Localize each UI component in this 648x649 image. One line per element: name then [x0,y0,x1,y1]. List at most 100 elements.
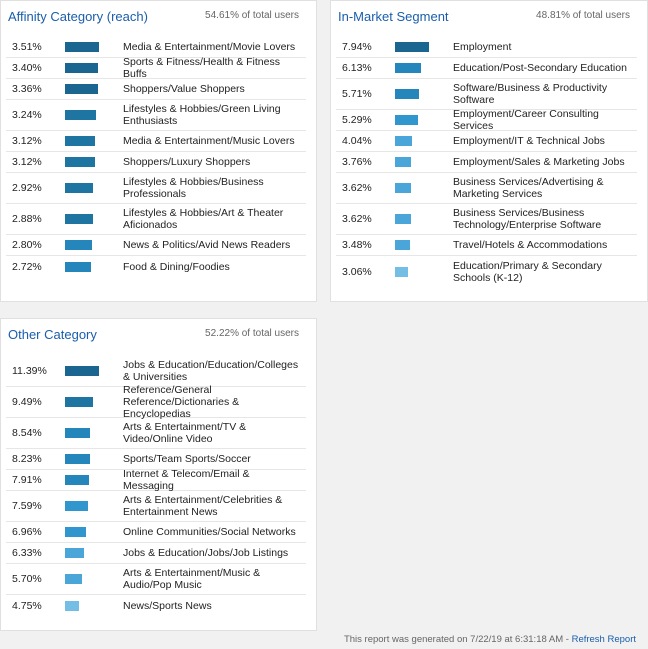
list-item: 2.92% Lifestyles & Hobbies/Business Profe… [6,173,306,204]
row-bar [395,266,408,277]
row-label: Employment/Sales & Marketing Jobs [453,156,625,168]
row-label: Sports & Fitness/Health & Fitness Buffs [123,56,280,80]
row-bar [65,84,98,94]
row-label: Media & Entertainment/Music Lovers [123,135,295,147]
list-item: 7.91% Internet & Telecom/Email & Messagin… [6,468,306,492]
row-bar [65,527,86,537]
in-market-segment-rows: 7.94% Employment 6.13% Education/Post-Secon… [336,37,637,287]
list-item: 3.51% Media & Entertainment/Movie Lovers [6,37,306,58]
list-item: 5.71% Software/Business & Productivity So… [336,79,637,110]
affinity-category-rows: 3.51% Media & Entertainment/Movie Lovers 3… [6,37,306,277]
row-bar-cell [65,240,123,250]
list-item: 4.04% Employment/IT & Technical Jobs [336,131,637,152]
list-item: 3.62% Business Services/Advertising & Mar… [336,173,637,204]
row-bar [65,63,98,73]
row-percentage: 5.71% [342,88,372,100]
row-percentage: 3.06% [342,265,372,278]
row-bar-cell [65,574,123,584]
row-bar-cell [395,266,453,277]
row-label: Online Communities/Social Networks [123,526,296,538]
list-item: 6.33% Jobs & Education/Jobs/Job Listings [6,543,306,564]
list-item: 8.54% Arts & Entertainment/TV & Video/Onl… [6,418,306,449]
row-bar [65,548,84,558]
row-bar [65,183,93,193]
row-percentage: 2.80% [12,239,42,251]
row-percentage: 6.96% [12,526,42,538]
row-bar-cell [65,84,123,94]
list-item: 2.80% News & Politics/Avid News Readers [6,235,306,256]
other-total-users: 52.22% of total users [205,328,299,339]
row-label: Travel/Hotels & Accommodations [453,239,608,251]
row-percentage: 7.59% [12,500,42,512]
row-percentage: 3.76% [342,156,372,168]
row-label: Employment/Career Consulting Services [453,108,599,132]
row-bar-cell [65,42,123,52]
row-percentage: 3.24% [12,109,42,121]
row-bar-cell [65,183,123,193]
row-percentage: 4.75% [12,599,42,612]
other-category-title[interactable]: Other Category [8,327,97,342]
affinity-category-title[interactable]: Affinity Category (reach) [8,9,148,24]
affinity-total-users: 54.61% of total users [205,10,299,21]
row-label: Education/Primary & Secondary Schools (K… [453,259,602,284]
row-percentage: 3.62% [342,213,372,225]
list-item: 3.06% Education/Primary & Secondary Schoo… [336,256,637,287]
refresh-report-link[interactable]: Refresh Report [571,634,636,645]
row-percentage: 5.70% [12,573,42,585]
row-label: Software/Business & Productivity Softwar… [453,82,608,106]
row-label: Food & Dining/Foodies [123,260,230,273]
row-bar-cell [65,475,123,485]
row-bar-cell [65,600,123,611]
row-label: Employment/IT & Technical Jobs [453,135,605,147]
list-item: 3.40% Sports & Fitness/Health & Fitness B… [6,56,306,80]
row-bar-cell [65,397,123,407]
affinity-category-card: Affinity Category (reach) 54.61% of tota… [0,0,317,302]
row-bar [65,454,90,464]
report-generated-text: This report was generated on 7/22/19 at … [343,634,572,645]
row-label: Business Services/Business Technology/En… [453,207,602,231]
list-item: 3.48% Travel/Hotels & Accommodations [336,235,637,256]
list-item: 5.70% Arts & Entertainment/Music & Audio/… [6,564,306,595]
row-bar [395,240,410,250]
row-bar-cell [395,89,453,99]
row-bar [65,214,93,224]
row-bar [395,183,411,193]
row-percentage: 9.49% [12,396,42,408]
row-bar [65,501,88,511]
row-percentage: 6.13% [342,62,372,74]
row-bar-cell [395,136,453,146]
row-label: Shoppers/Luxury Shoppers [123,156,251,168]
row-bar [395,89,419,99]
row-label: Lifestyles & Hobbies/Art & Theater Afici… [123,207,284,231]
list-item: 2.88% Lifestyles & Hobbies/Art & Theater … [6,204,306,235]
row-percentage: 3.40% [12,62,42,74]
row-bar-cell [65,136,123,146]
row-bar-cell [65,366,123,376]
list-item: 4.75% News/Sports News [6,595,306,616]
row-bar [395,214,411,224]
in-market-segment-card: In-Market Segment 48.81% of total users … [330,0,648,302]
other-category-card: Other Category 52.22% of total users 11.… [0,318,317,631]
list-item: 8.23% Sports/Team Sports/Soccer [6,449,306,470]
row-percentage: 2.88% [12,213,42,225]
row-label: Sports/Team Sports/Soccer [123,453,251,465]
row-label: Lifestyles & Hobbies/Green Living Enthus… [123,103,281,127]
row-label: Shoppers/Value Shoppers [123,83,245,95]
row-bar-cell [395,183,453,193]
row-percentage: 3.12% [12,135,42,147]
row-bar [395,136,412,146]
row-bar-cell [65,214,123,224]
row-percentage: 5.29% [342,114,372,126]
row-bar [395,42,429,52]
row-bar-cell [65,261,123,272]
row-label: Lifestyles & Hobbies/Business Profession… [123,176,264,200]
in-market-segment-title[interactable]: In-Market Segment [338,9,449,24]
row-percentage: 7.94% [342,41,372,53]
list-item: 3.36% Shoppers/Value Shoppers [6,79,306,100]
list-item: 9.49% Reference/General Reference/Diction… [6,384,306,420]
row-bar [65,397,93,407]
list-item: 6.96% Online Communities/Social Networks [6,522,306,543]
row-bar-cell [395,240,453,250]
list-item: 2.72% Food & Dining/Foodies [6,256,306,277]
report-footer: This report was generated on 7/22/19 at … [0,631,648,649]
